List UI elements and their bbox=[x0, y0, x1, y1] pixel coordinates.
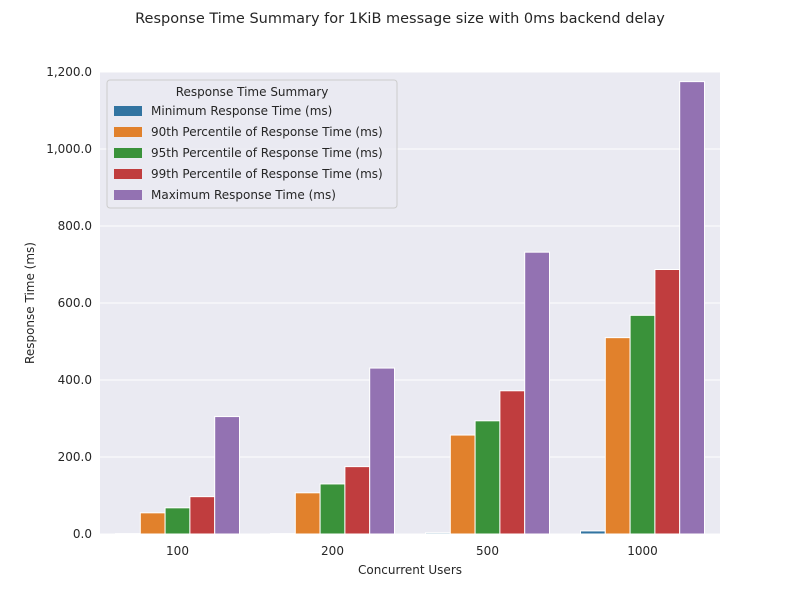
bar bbox=[214, 416, 240, 535]
legend-swatch bbox=[114, 190, 142, 200]
x-tick-label: 500 bbox=[476, 544, 499, 558]
bar bbox=[629, 314, 656, 535]
legend-label: 95th Percentile of Response Time (ms) bbox=[151, 146, 383, 160]
legend-label: Maximum Response Time (ms) bbox=[151, 188, 336, 202]
bar bbox=[369, 367, 396, 535]
x-tick-labels: 100 200 500 1000 bbox=[166, 544, 658, 558]
bar bbox=[294, 492, 321, 535]
legend: Response Time Summary Minimum Response T… bbox=[106, 79, 398, 209]
y-tick-label: 200.0 bbox=[58, 450, 92, 464]
legend-title: Response Time Summary bbox=[176, 85, 329, 99]
bar bbox=[654, 269, 681, 535]
bar bbox=[449, 434, 476, 535]
legend-swatch bbox=[114, 127, 142, 137]
legend-box bbox=[106, 79, 398, 209]
legend-swatch bbox=[114, 148, 142, 158]
legend-label: 99th Percentile of Response Time (ms) bbox=[151, 167, 383, 181]
chart-title: Response Time Summary for 1KiB message s… bbox=[135, 11, 665, 27]
bar bbox=[319, 483, 346, 535]
y-tick-labels: 0.0 200.0 400.0 600.0 800.0 1,000.0 1,200.0 bbox=[46, 65, 92, 541]
x-axis-label: Concurrent Users bbox=[358, 563, 462, 577]
legend-swatch bbox=[114, 106, 142, 116]
bar bbox=[139, 512, 166, 535]
bar bbox=[679, 81, 706, 535]
bar bbox=[425, 532, 451, 535]
bar bbox=[189, 496, 216, 535]
y-axis-label: Response Time (ms) bbox=[23, 242, 37, 364]
y-tick-label: 1,000.0 bbox=[46, 142, 92, 156]
x-tick-label: 200 bbox=[321, 544, 344, 558]
x-tick-label: 1000 bbox=[627, 544, 658, 558]
bar bbox=[499, 390, 526, 535]
y-tick-label: 800.0 bbox=[58, 219, 92, 233]
y-tick-label: 600.0 bbox=[58, 296, 92, 310]
legend-items: Minimum Response Time (ms) 90th Percentil… bbox=[114, 104, 383, 202]
legend-label: 90th Percentile of Response Time (ms) bbox=[151, 125, 383, 139]
bar bbox=[344, 466, 371, 535]
x-tick-label: 100 bbox=[166, 544, 189, 558]
legend-label: Minimum Response Time (ms) bbox=[151, 104, 332, 118]
bars bbox=[115, 81, 706, 535]
bar bbox=[604, 337, 631, 535]
legend-swatch bbox=[114, 169, 142, 179]
bar bbox=[524, 251, 551, 535]
y-tick-label: 0.0 bbox=[73, 527, 92, 541]
bar bbox=[164, 507, 191, 535]
bar bbox=[474, 420, 501, 535]
y-tick-label: 400.0 bbox=[58, 373, 92, 387]
bar bbox=[580, 530, 606, 535]
y-tick-label: 1,200.0 bbox=[46, 65, 92, 79]
